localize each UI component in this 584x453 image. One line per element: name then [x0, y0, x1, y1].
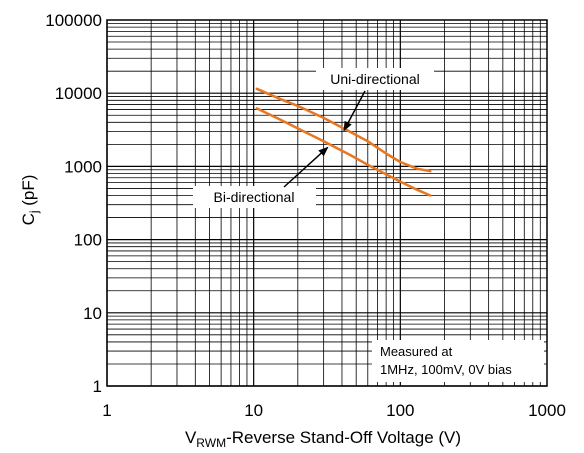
x-tick-label: 100	[386, 401, 414, 420]
bi-label-box	[193, 186, 316, 208]
bi-arrow	[283, 146, 329, 188]
x-tick-label: 1	[102, 401, 111, 420]
plot-frame	[106, 19, 548, 387]
y-tick-label: 10000	[55, 84, 102, 103]
y-tick-label: 100	[74, 231, 102, 250]
y-axis-label: Cj (pF)	[19, 175, 41, 226]
series-line-uni-directional	[255, 87, 432, 173]
x-tick-label: 10	[244, 401, 263, 420]
series-line-bi-directional	[255, 107, 432, 197]
tick-labels: 1 10 100 1000 1 10 100 1000 10000 100000	[45, 11, 566, 420]
x-tick-label: 1000	[528, 401, 566, 420]
annotations: Uni-directional Bi-directional Measured at…	[193, 68, 544, 382]
y-tick-label: 1000	[64, 157, 102, 176]
measurement-note-box	[372, 340, 544, 382]
uni-directional-label: Uni-directional	[330, 71, 419, 87]
y-tick-label: 10	[83, 304, 102, 323]
uni-label-box	[316, 68, 434, 90]
uni-arrow	[343, 90, 366, 132]
measurement-note-line: 1MHz, 100mV, 0V bias	[380, 362, 512, 377]
x-axis-label: VRWM-Reverse Stand-Off Voltage (V)	[185, 428, 461, 450]
y-tick-label: 1	[93, 377, 102, 396]
y-tick-label: 100000	[45, 11, 102, 30]
measurement-note-line: Measured at	[380, 344, 453, 359]
bi-directional-label: Bi-directional	[214, 189, 295, 205]
series-layer	[255, 87, 432, 197]
